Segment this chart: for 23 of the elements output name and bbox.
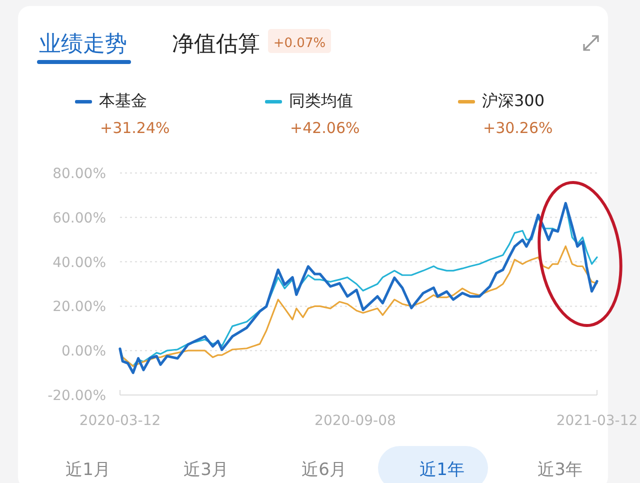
legend-label: 同类均值 [289,91,353,110]
x-tick-label: 2020-09-08 [314,413,396,429]
x-tick-label: 2021-03-12 [556,413,638,429]
y-tick-label: 80.00% [52,166,106,182]
text: 近3月 [184,460,228,480]
y-tick-label: 60.00% [52,210,106,226]
y-tick-label: -20.00% [48,388,106,404]
text: +0.07% [273,36,326,51]
text: 业绩走势 [39,32,127,57]
text: 近1年 [420,460,464,480]
text: +31.24% [100,119,170,137]
text: 净值估算 [172,32,260,57]
legend-label: 沪深300 [482,91,545,110]
y-tick-label: 40.00% [52,254,106,271]
y-tick-label: 20.00% [52,299,106,316]
x-tick-label: 2020-03-12 [79,413,161,429]
y-tick-label: 0.00% [62,344,106,360]
text: +30.26% [483,119,553,137]
text: +42.06% [290,119,360,137]
text: 近3年 [538,460,582,480]
text: 近6月 [302,460,346,480]
text: 近1月 [66,460,110,480]
legend-label: 本基金 [99,91,147,110]
